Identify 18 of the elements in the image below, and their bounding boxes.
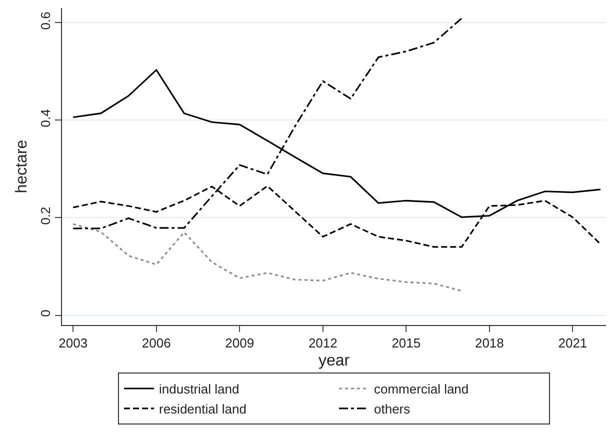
legend-label: industrial land <box>159 382 240 397</box>
x-tick-label: 2003 <box>58 336 88 351</box>
y-tick-label: 0.6 <box>38 12 53 30</box>
y-tick-label: 0.4 <box>38 109 53 128</box>
x-tick-label: 2006 <box>142 336 171 351</box>
legend-label: others <box>374 401 411 416</box>
y-axis-title: hectare <box>14 140 31 194</box>
x-tick-label: 2018 <box>474 336 504 351</box>
legend-label: commercial land <box>374 382 469 397</box>
x-tick-label: 2021 <box>558 336 588 351</box>
y-tick-label: 0.2 <box>38 206 53 225</box>
line-series <box>72 223 462 292</box>
x-tick-label: 2009 <box>225 336 254 351</box>
y-tick-label: 0 <box>38 310 53 317</box>
x-tick-label: 2012 <box>308 336 338 351</box>
x-axis-title: year <box>318 352 350 370</box>
x-tick-label: 2015 <box>392 336 421 351</box>
legend-label: residential land <box>159 401 246 416</box>
